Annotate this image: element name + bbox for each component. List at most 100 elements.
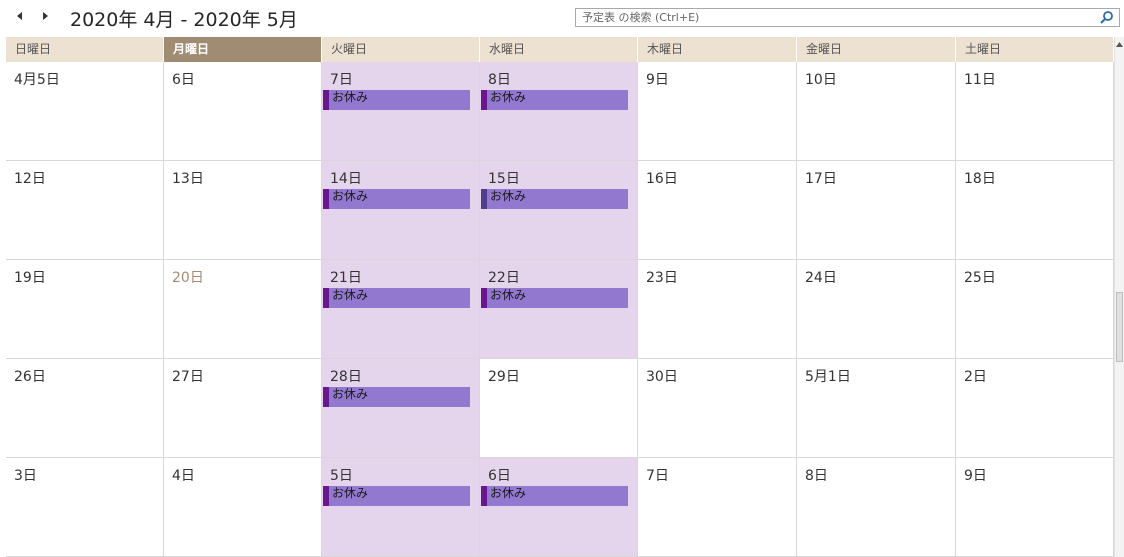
day-cell[interactable]: 7日 <box>638 458 797 557</box>
day-cell[interactable]: 21日お休み <box>322 260 480 359</box>
day-number: 19日 <box>14 270 46 286</box>
day-number: 9日 <box>646 72 669 88</box>
weekday-header-2: 火曜日 <box>322 37 480 62</box>
day-cell[interactable]: 6日 <box>164 62 322 161</box>
day-number: 6日 <box>172 72 195 88</box>
day-cell[interactable]: 20日 <box>164 260 322 359</box>
day-cell[interactable]: 8日お休み <box>480 62 638 161</box>
magnifier-icon[interactable] <box>1099 10 1114 25</box>
calendar-event[interactable]: お休み <box>323 90 470 110</box>
triangle-left-icon <box>17 12 22 20</box>
calendar-event[interactable]: お休み <box>323 189 470 209</box>
next-period-button[interactable] <box>38 9 52 23</box>
vertical-scrollbar[interactable] <box>1114 37 1124 557</box>
day-number: 25日 <box>964 270 996 286</box>
day-cell[interactable]: 11日 <box>956 62 1114 161</box>
day-number: 5月1日 <box>805 369 851 385</box>
day-number: 7日 <box>646 468 669 484</box>
day-cell[interactable]: 9日 <box>956 458 1114 557</box>
calendar-search-input[interactable] <box>576 9 1096 26</box>
triangle-right-icon <box>43 12 48 20</box>
day-number: 22日 <box>488 270 520 286</box>
day-number: 9日 <box>964 468 987 484</box>
day-number: 18日 <box>964 171 996 187</box>
day-number: 30日 <box>646 369 678 385</box>
day-cell[interactable]: 17日 <box>797 161 956 260</box>
day-number: 4日 <box>172 468 195 484</box>
day-cell[interactable]: 18日 <box>956 161 1114 260</box>
weekday-header-1: 月曜日 <box>164 37 322 62</box>
day-cell[interactable]: 23日 <box>638 260 797 359</box>
day-cell[interactable]: 19日 <box>6 260 164 359</box>
day-number: 27日 <box>172 369 204 385</box>
day-cell[interactable]: 26日 <box>6 359 164 458</box>
day-number: 8日 <box>488 72 511 88</box>
calendar-event[interactable]: お休み <box>481 288 628 308</box>
day-cell[interactable]: 29日 <box>480 359 638 458</box>
day-cell[interactable]: 4日 <box>164 458 322 557</box>
day-cell[interactable]: 30日 <box>638 359 797 458</box>
day-number: 23日 <box>646 270 678 286</box>
day-cell[interactable]: 14日お休み <box>322 161 480 260</box>
day-cell[interactable]: 13日 <box>164 161 322 260</box>
day-number: 21日 <box>330 270 362 286</box>
weekday-header-3: 水曜日 <box>480 37 638 62</box>
weekday-header-0: 日曜日 <box>6 37 164 62</box>
day-number: 6日 <box>488 468 511 484</box>
day-number: 26日 <box>14 369 46 385</box>
day-cell[interactable]: 24日 <box>797 260 956 359</box>
day-number: 3日 <box>14 468 37 484</box>
scroll-up-arrow-icon[interactable] <box>1115 39 1124 50</box>
day-cell[interactable]: 25日 <box>956 260 1114 359</box>
day-cell[interactable]: 22日お休み <box>480 260 638 359</box>
scroll-thumb[interactable] <box>1116 292 1123 362</box>
weekday-header-row: 日曜日 月曜日 火曜日 水曜日 木曜日 金曜日 土曜日 <box>6 37 1114 62</box>
day-cell[interactable]: 10日 <box>797 62 956 161</box>
day-number: 15日 <box>488 171 520 187</box>
weekday-header-4: 木曜日 <box>638 37 797 62</box>
date-range-title: 2020年 4月 - 2020年 5月 <box>70 9 298 31</box>
month-grid: 4月5日 6日 7日 お休み 8日 お休み 9日 10日 11日 12日 13日 14日 お休み 15日お… <box>6 62 1114 557</box>
calendar-toolbar: 2020年 4月 - 2020年 5月 <box>0 0 1124 37</box>
day-cell[interactable]: 5月1日 <box>797 359 956 458</box>
day-cell[interactable]: 28日お休み <box>322 359 480 458</box>
day-number: 13日 <box>172 171 204 187</box>
day-number: 29日 <box>488 369 520 385</box>
day-cell[interactable]: 16日 <box>638 161 797 260</box>
day-number: 2日 <box>964 369 987 385</box>
day-number: 12日 <box>14 171 46 187</box>
day-number: 4月5日 <box>14 72 60 88</box>
day-number: 16日 <box>646 171 678 187</box>
day-cell[interactable]: 6日お休み <box>480 458 638 557</box>
day-cell[interactable]: 27日 <box>164 359 322 458</box>
day-number: 24日 <box>805 270 837 286</box>
day-number: 28日 <box>330 369 362 385</box>
calendar-event[interactable]: お休み <box>323 387 470 407</box>
calendar-event[interactable]: お休み <box>481 486 628 506</box>
day-number: 10日 <box>805 72 837 88</box>
previous-period-button[interactable] <box>13 9 27 23</box>
calendar-event[interactable]: お休み <box>481 90 628 110</box>
day-cell[interactable]: 15日お休み <box>480 161 638 260</box>
calendar-event[interactable]: お休み <box>323 486 470 506</box>
day-number: 11日 <box>964 72 996 88</box>
day-cell[interactable]: 12日 <box>6 161 164 260</box>
day-number: 5日 <box>330 468 353 484</box>
day-number: 20日 <box>172 270 204 286</box>
day-cell[interactable]: 5日お休み <box>322 458 480 557</box>
calendar-event[interactable]: お休み <box>481 189 628 209</box>
day-cell[interactable]: 3日 <box>6 458 164 557</box>
day-number: 8日 <box>805 468 828 484</box>
weekday-header-5: 金曜日 <box>797 37 956 62</box>
day-cell[interactable]: 2日 <box>956 359 1114 458</box>
day-number: 17日 <box>805 171 837 187</box>
day-cell[interactable]: 7日お休み <box>322 62 480 161</box>
calendar-search-box[interactable] <box>575 8 1120 27</box>
calendar-event[interactable]: お休み <box>323 288 470 308</box>
day-number: 14日 <box>330 171 362 187</box>
weekday-header-6: 土曜日 <box>956 37 1114 62</box>
day-cell[interactable]: 4月5日 <box>6 62 164 161</box>
day-cell[interactable]: 8日 <box>797 458 956 557</box>
day-number: 7日 <box>330 72 353 88</box>
day-cell[interactable]: 9日 <box>638 62 797 161</box>
